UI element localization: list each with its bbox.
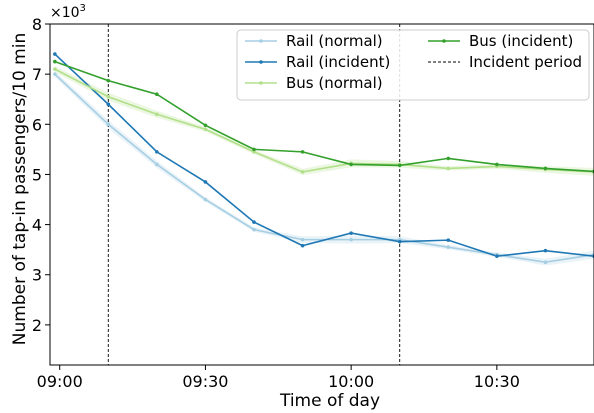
legend: Rail (normal) Rail (incident) Bus (normal)… [236,29,590,101]
data-point [446,238,451,242]
y-tick-label: 5 [32,165,42,184]
data-point [397,239,402,244]
data-point [106,78,111,83]
x-tick-label: 10:30 [474,372,520,391]
data-point [349,237,353,242]
data-point [53,72,57,76]
data-point [446,245,451,249]
data-point [300,243,305,248]
y-tick-label: 7 [32,65,42,84]
legend-label: Bus (normal) [286,74,383,92]
y-axis-label: Number of tap-in passengers/10 min [10,33,30,345]
x-tick-label: 09:30 [182,372,228,391]
data-point [53,59,57,64]
data-point [203,180,208,184]
x-axis-ticks: 09:00 09:30 10:00 10:30 [37,365,520,391]
x-axis-label: Time of day [279,391,380,411]
data-point [155,92,159,97]
legend-marker [259,60,263,64]
legend-label: Incident period [469,53,582,71]
data-point [155,150,159,154]
legend-entry: Bus (normal) [245,74,383,92]
legend-label: Rail (incident) [286,53,390,71]
data-point [300,237,305,242]
series-line-1 [54,53,594,257]
data-point [446,156,451,161]
y-tick-label: 4 [32,216,42,235]
data-point [300,170,305,174]
data-point [543,248,548,253]
y-axis-ticks: 2 3 4 5 6 7 8 [32,15,50,335]
series-line-2 [54,68,594,173]
data-point [203,127,208,132]
legend-entry: Rail (normal) [245,32,383,50]
data-point [543,260,548,264]
data-point [300,150,305,154]
x-tick-label: 09:00 [37,372,83,391]
data-point [203,123,208,128]
series-line-3 [54,60,594,173]
data-point [155,162,159,167]
data-point [397,163,402,168]
y-tick-label: 2 [32,316,42,335]
legend-entry: Bus (incident) [428,32,573,50]
plot-frame [49,23,594,366]
data-point [349,162,353,167]
legend-entry: Rail (incident) [245,53,390,71]
data-point [349,231,353,235]
y-tick-label: 6 [32,115,42,134]
data-point [53,52,57,56]
data-point [155,112,159,117]
data-point [252,220,256,224]
y-tick-label: 8 [32,15,42,34]
legend-marker [259,81,263,85]
data-point [495,254,499,258]
data-point [495,162,499,167]
legend-label: Rail (normal) [286,32,383,50]
data-point [446,166,451,171]
data-point [252,227,256,232]
data-point [106,122,111,127]
data-point [53,67,57,71]
series-lines [54,53,594,264]
data-point [252,147,256,152]
data-point [252,150,256,154]
legend-box [236,29,590,101]
legend-entry: Incident period [428,53,582,71]
legend-label: Bus (incident) [469,32,573,50]
data-point [203,197,208,202]
legend-marker [442,39,446,43]
data-point [106,102,111,107]
y-tick-label: 3 [32,266,42,285]
data-point [543,166,548,171]
series-points [53,52,594,264]
y-axis-multiplier: ×103 [50,3,86,21]
data-point [106,94,111,99]
x-tick-label: 10:00 [328,372,374,391]
legend-marker [259,39,263,43]
